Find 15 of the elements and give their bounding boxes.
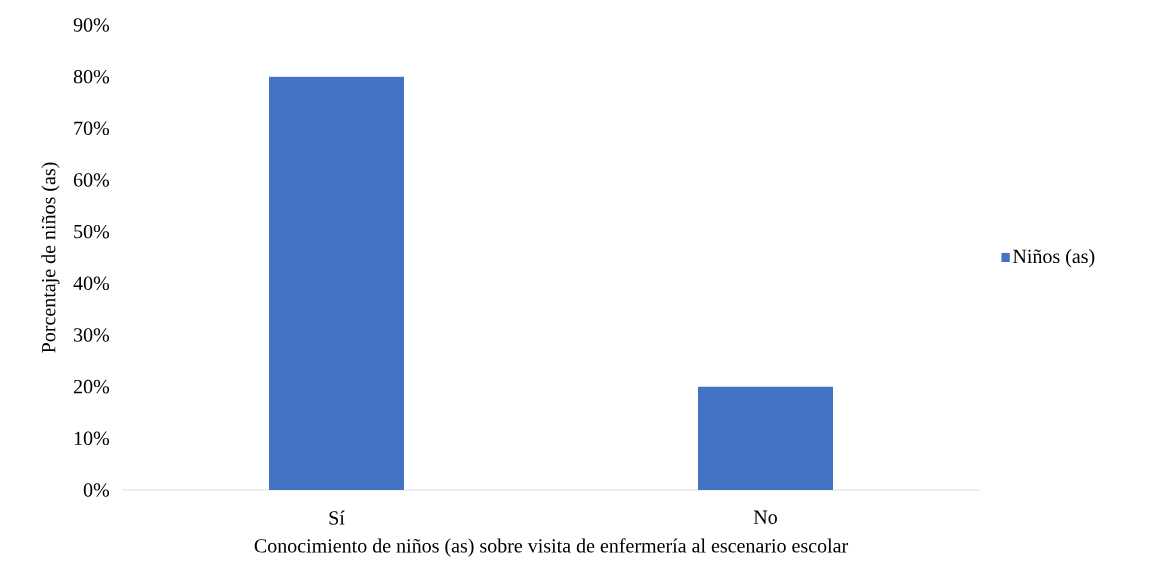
y-tick-label: 50% (74, 224, 110, 239)
x-axis-title: Conocimiento de niños (as) sobre visita de enfermería al escenario escolar (254, 538, 849, 557)
legend-label: Niños (as) (1013, 249, 1095, 268)
y-axis-title: Porcentaje de niños (as) (41, 162, 60, 353)
y-tick-label: 60% (73, 173, 110, 187)
y-tick-label: 90% (73, 18, 110, 32)
y-tick-label: 40% (73, 276, 110, 291)
y-tick-label: 30% (74, 328, 110, 342)
x-tick-label: No (753, 510, 777, 524)
y-tick-label: 10% (74, 431, 110, 446)
x-tick-label: Sí (329, 510, 345, 525)
y-tick-label: 0% (83, 483, 110, 497)
y-tick-label: 20% (73, 379, 110, 394)
y-tick-label: 80% (73, 69, 110, 84)
y-tick-label: 70% (74, 121, 110, 136)
